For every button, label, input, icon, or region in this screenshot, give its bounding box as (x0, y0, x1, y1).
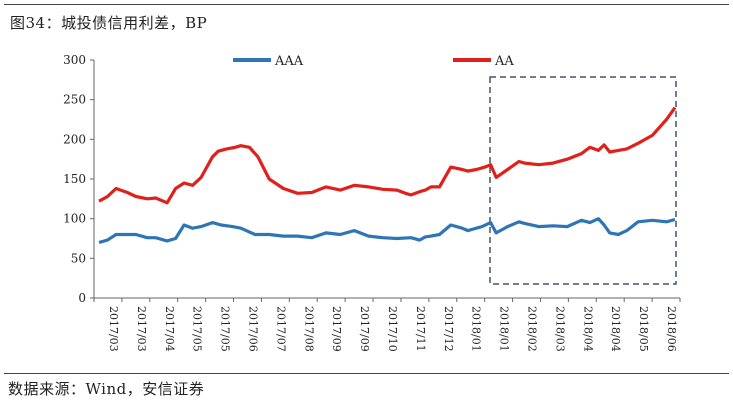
legend-label-aa: AA (494, 54, 514, 69)
x-tick-label: 2017/03 (135, 306, 148, 352)
figure-source: 数据来源：Wind，安信证券 (8, 380, 205, 398)
y-tick-label: 0 (78, 291, 86, 305)
x-tick-label: 2017/12 (442, 306, 455, 352)
y-tick-label: 300 (63, 53, 86, 67)
highlight-box (489, 76, 677, 285)
x-tick-label: 2018/04 (609, 306, 622, 352)
x-tick-label: 2017/05 (191, 306, 204, 352)
legend-label-aaa: AAA (274, 54, 304, 69)
x-tick-label: 2017/06 (246, 306, 259, 352)
top-rule (4, 4, 729, 5)
y-tick-label: 200 (63, 132, 86, 146)
series-line-aa (98, 106, 677, 205)
x-tick-label: 2017/09 (358, 306, 371, 352)
figure-title: 图34：城投债信用利差，BP (10, 14, 208, 32)
x-tick-label: 2017/10 (386, 306, 399, 352)
x-tick-label: 2018/04 (581, 306, 594, 352)
y-tick-label: 100 (63, 212, 86, 226)
x-tick-label: 2018/06 (665, 306, 678, 352)
x-tick-label: 2018/03 (553, 306, 566, 352)
series-line-aaa (98, 217, 676, 245)
y-tick-label: 250 (63, 93, 86, 107)
series-layer (98, 106, 677, 245)
chart-axes: 0 50 100 150 200 250 300 2017/03 2017/03 2017/04 2… (63, 53, 681, 352)
x-tick-label: 2017/11 (414, 306, 427, 352)
chart-legend: AAA AA (233, 54, 514, 69)
bottom-rule (4, 373, 729, 374)
x-tick-label: 2017/09 (330, 306, 343, 352)
x-tick-label: 2017/07 (274, 306, 287, 352)
x-tick-label: 2017/03 (107, 306, 120, 352)
x-tick-label: 2018/05 (637, 306, 650, 352)
x-tick-label: 2017/08 (302, 306, 315, 352)
x-tick-label: 2018/01 (498, 306, 511, 352)
x-tick-label: 2018/02 (526, 306, 539, 352)
x-tick-label: 2018/01 (470, 306, 483, 352)
x-tick-label: 2017/05 (219, 306, 232, 352)
x-tick-label: 2017/04 (163, 306, 176, 352)
y-tick-label: 50 (71, 251, 86, 265)
y-tick-label: 150 (63, 172, 86, 186)
